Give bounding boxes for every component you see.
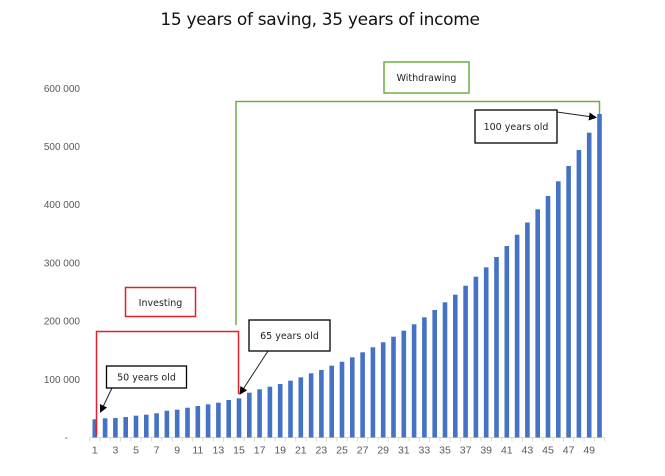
bar	[535, 209, 540, 438]
bar	[545, 196, 551, 438]
bar	[586, 132, 592, 438]
x-tick-label: 49	[583, 445, 595, 457]
investing-label: Investing	[139, 298, 183, 309]
y-tick-label: 600 000	[44, 84, 81, 95]
bar	[174, 409, 180, 438]
bar	[422, 317, 427, 438]
y-tick-label: 100 000	[44, 375, 81, 386]
callout-100-label: 100 years old	[484, 122, 549, 133]
bar	[380, 342, 386, 438]
withdrawing-label: Withdrawing	[397, 73, 457, 84]
chart-title: 15 years of saving, 35 years of income	[160, 10, 480, 30]
bar	[216, 402, 221, 438]
x-tick-label: 39	[480, 445, 492, 457]
x-tick-label: 23	[316, 445, 328, 457]
bar	[514, 234, 520, 438]
investing-bracket: Investing	[95, 286, 240, 436]
x-tick-label: 29	[377, 445, 389, 457]
y-tick-label: 300 000	[44, 258, 81, 269]
bar	[154, 413, 159, 438]
callout-65-label: 65 years old	[260, 331, 319, 342]
x-tick-label: 37	[460, 445, 472, 457]
bar	[473, 276, 479, 438]
x-tick-label: 3	[112, 445, 118, 457]
investing-label-box	[124, 286, 197, 318]
bar	[401, 330, 407, 438]
x-tick-label: 41	[501, 445, 513, 457]
x-tick-label: 15	[233, 445, 245, 457]
bar	[576, 149, 582, 438]
y-tick-label: -	[65, 433, 68, 444]
y-tick-label: 200 000	[44, 317, 81, 328]
x-tick-label: 19	[274, 445, 286, 457]
x-tick-label: 17	[254, 445, 266, 457]
x-tick-label: 7	[154, 445, 160, 457]
y-axis: - 100 000 200 000 300 000 400 000 500 000 600 …	[44, 84, 81, 444]
callout-65-years: 65 years old	[239, 319, 331, 395]
callout-100-years: 100 years old	[474, 109, 597, 144]
bar	[360, 352, 365, 438]
bar	[339, 361, 345, 438]
x-tick-label: 47	[563, 445, 575, 457]
y-tick-label: 500 000	[44, 142, 81, 153]
x-tick-label: 31	[398, 445, 410, 457]
x-tick-label: 13	[213, 445, 225, 457]
bar	[483, 267, 489, 438]
withdrawing-label-box	[383, 61, 470, 94]
x-tick-label: 33	[419, 445, 431, 457]
x-tick-label: 45	[542, 445, 554, 457]
bar	[453, 294, 458, 438]
bar	[102, 418, 108, 438]
x-tick-label: 43	[522, 445, 534, 457]
bar	[123, 417, 128, 438]
bar	[463, 285, 468, 438]
callout-50-label: 50 years old	[117, 373, 176, 384]
bar	[92, 419, 98, 438]
x-tick-label: 21	[295, 445, 307, 457]
bar	[226, 400, 231, 438]
x-tick-label: 27	[357, 445, 369, 457]
bar	[164, 410, 170, 438]
bar	[504, 246, 510, 438]
bar	[288, 380, 293, 438]
bar	[133, 415, 139, 438]
bar	[236, 398, 242, 438]
bar	[298, 377, 304, 438]
x-tick-label: 5	[133, 445, 139, 457]
bar	[185, 407, 190, 438]
bar	[113, 418, 118, 438]
bar	[494, 257, 499, 438]
y-tick-label: 400 000	[44, 200, 81, 211]
bar	[308, 373, 314, 438]
bar	[319, 369, 324, 438]
bar	[597, 114, 602, 438]
bar	[391, 336, 396, 438]
x-tick-label: 35	[439, 445, 451, 457]
x-tick-label: 25	[336, 445, 348, 457]
bar	[267, 386, 273, 438]
bar	[144, 414, 149, 438]
bar	[442, 302, 448, 438]
bar	[566, 165, 571, 438]
bar	[277, 384, 283, 438]
x-axis: 1 3 5 7 9 11 13 15 17 19 21 23 25 27 29 31 33 35 37 39 41 43 4…	[89, 437, 606, 457]
bar	[411, 324, 417, 438]
bar-series	[92, 114, 602, 438]
bar	[525, 222, 530, 438]
bar	[370, 347, 376, 438]
bar	[247, 392, 252, 438]
bar	[556, 181, 561, 438]
callout-50-years: 50 years old	[99, 365, 188, 413]
bar	[329, 365, 334, 438]
x-tick-label: 1	[92, 445, 98, 457]
bar	[257, 389, 262, 438]
x-tick-label: 9	[174, 445, 180, 457]
x-tick-label: 11	[192, 445, 203, 457]
bar	[205, 404, 211, 438]
bar	[432, 309, 437, 438]
withdrawing-bracket: Withdrawing	[235, 61, 601, 325]
bar	[350, 357, 355, 438]
bar	[195, 406, 201, 438]
